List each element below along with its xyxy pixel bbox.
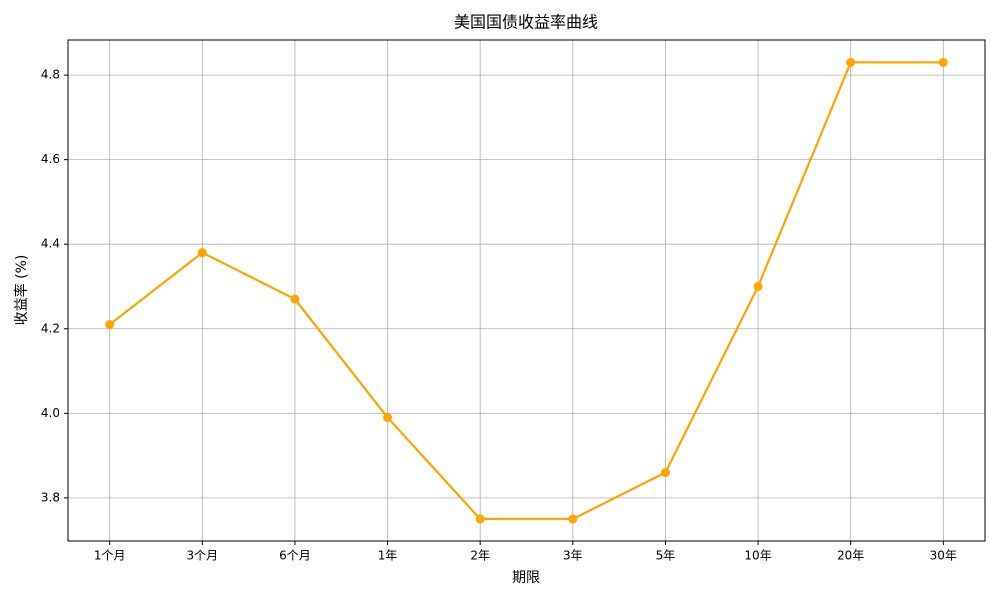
point	[568, 514, 578, 524]
y-tick-label: 4.4	[41, 237, 60, 251]
y-tick-label: 4.6	[41, 152, 60, 166]
x-tick-label: 2年	[470, 549, 490, 563]
x-tick-label: 30年	[930, 549, 957, 563]
point	[753, 281, 763, 291]
x-tick-label: 3个月	[186, 549, 218, 563]
point	[383, 413, 393, 423]
y-tick-label: 4.0	[41, 406, 60, 420]
x-tick-label: 1年	[378, 549, 398, 563]
point	[475, 514, 485, 524]
point	[105, 320, 115, 330]
line	[109, 61, 944, 521]
point	[938, 57, 948, 67]
x-tick-label: 5年	[656, 549, 676, 563]
point	[660, 468, 670, 478]
plot-frame	[67, 39, 986, 542]
point	[197, 248, 207, 258]
y-tick-label: 3.8	[41, 490, 60, 504]
x-tick-label: 6个月	[279, 549, 311, 563]
chart-title: 美国国债收益率曲线	[454, 13, 598, 32]
x-tick-label: 3年	[563, 549, 583, 563]
x-axis-label: 期限	[512, 570, 540, 586]
x-tick-label: 10年	[744, 549, 771, 563]
y-axis-label: 收益率 (%)	[13, 255, 30, 326]
x-tick-label: 1个月	[94, 549, 126, 563]
point	[846, 57, 856, 67]
x-tick-label: 20年	[837, 549, 864, 563]
y-tick-label: 4.2	[41, 321, 60, 335]
y-tick-label: 4.8	[41, 68, 60, 82]
point	[290, 294, 300, 304]
